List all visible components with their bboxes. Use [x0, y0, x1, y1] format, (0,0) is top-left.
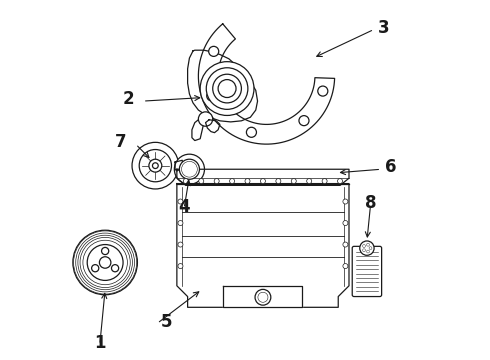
- Polygon shape: [188, 50, 258, 122]
- Circle shape: [199, 179, 204, 184]
- Circle shape: [363, 244, 366, 247]
- Text: 1: 1: [94, 334, 105, 352]
- Circle shape: [198, 112, 213, 126]
- Circle shape: [367, 250, 369, 253]
- Circle shape: [369, 247, 372, 249]
- Circle shape: [318, 86, 328, 96]
- Polygon shape: [175, 160, 183, 171]
- Polygon shape: [177, 169, 349, 185]
- Circle shape: [149, 159, 162, 172]
- Circle shape: [139, 149, 172, 182]
- Circle shape: [291, 179, 296, 184]
- Circle shape: [343, 199, 348, 204]
- Text: 2: 2: [122, 90, 134, 108]
- Circle shape: [276, 179, 281, 184]
- Circle shape: [178, 199, 183, 204]
- Circle shape: [132, 142, 179, 189]
- Circle shape: [245, 179, 250, 184]
- Circle shape: [213, 74, 242, 103]
- Circle shape: [76, 233, 135, 292]
- Circle shape: [206, 68, 248, 109]
- Text: 8: 8: [365, 194, 376, 212]
- Circle shape: [178, 221, 183, 226]
- Polygon shape: [223, 286, 302, 307]
- Circle shape: [307, 179, 312, 184]
- Circle shape: [83, 240, 127, 285]
- Circle shape: [207, 91, 217, 101]
- Circle shape: [74, 231, 137, 294]
- Circle shape: [181, 161, 197, 177]
- Circle shape: [343, 242, 348, 247]
- Circle shape: [230, 179, 235, 184]
- Circle shape: [174, 154, 204, 184]
- Polygon shape: [192, 116, 205, 140]
- Polygon shape: [205, 120, 220, 133]
- Circle shape: [92, 265, 99, 272]
- Circle shape: [80, 237, 130, 288]
- Text: 4: 4: [178, 198, 190, 216]
- Circle shape: [363, 249, 366, 252]
- Circle shape: [299, 116, 309, 126]
- Circle shape: [200, 62, 254, 116]
- Circle shape: [255, 289, 271, 305]
- Circle shape: [343, 221, 348, 226]
- Circle shape: [99, 257, 111, 268]
- Circle shape: [178, 264, 183, 269]
- Circle shape: [360, 241, 374, 255]
- Text: 6: 6: [385, 158, 396, 176]
- Circle shape: [183, 179, 188, 184]
- Circle shape: [209, 46, 219, 57]
- Circle shape: [258, 292, 268, 302]
- Circle shape: [246, 127, 256, 137]
- Circle shape: [87, 244, 123, 280]
- Circle shape: [152, 163, 158, 168]
- FancyBboxPatch shape: [352, 246, 382, 297]
- Polygon shape: [177, 184, 349, 307]
- Circle shape: [322, 179, 327, 184]
- Circle shape: [112, 265, 119, 272]
- Circle shape: [338, 179, 343, 184]
- Circle shape: [343, 264, 348, 269]
- Circle shape: [260, 179, 266, 184]
- Circle shape: [178, 242, 183, 247]
- Circle shape: [78, 235, 132, 290]
- Circle shape: [367, 243, 369, 246]
- Text: 5: 5: [161, 312, 172, 330]
- Circle shape: [179, 159, 199, 179]
- Circle shape: [101, 247, 109, 255]
- Text: 7: 7: [115, 133, 126, 151]
- Circle shape: [214, 179, 219, 184]
- Circle shape: [218, 80, 236, 98]
- Polygon shape: [198, 24, 335, 144]
- Circle shape: [73, 230, 137, 295]
- Text: 3: 3: [378, 19, 390, 37]
